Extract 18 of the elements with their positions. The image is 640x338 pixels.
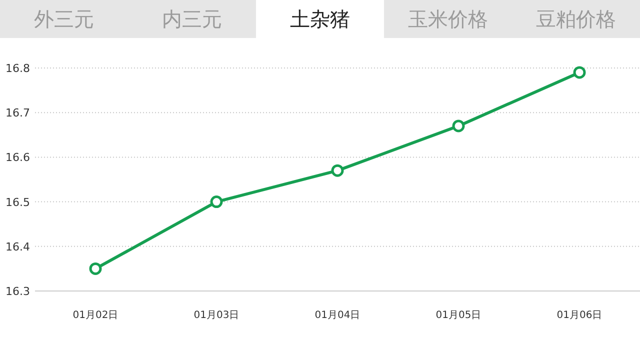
y-tick-label: 16.6	[6, 151, 30, 164]
point	[452, 120, 465, 132]
y-tick-label: 16.7	[6, 106, 30, 120]
x-tick-label: 01月03日	[194, 310, 240, 321]
y-tick-label: 16.4	[6, 240, 30, 254]
point	[89, 262, 102, 275]
point	[210, 196, 223, 208]
y-tick-label: 16.8	[6, 62, 30, 75]
x-tick-label: 01月02日	[72, 310, 118, 321]
y-tick-label: 16.3	[6, 285, 30, 298]
point	[573, 66, 586, 79]
chart-title: 土杂猪	[290, 7, 350, 31]
x-tick-label: 01月04日	[314, 310, 360, 321]
x-tick-label: 01月06日	[556, 310, 602, 321]
tabs: 外三元 内三元 土杂猪 玉米价格 豆粕价格	[0, 0, 640, 38]
y-tick-label: 16.5	[6, 196, 30, 209]
x-tick-label: 01月05日	[436, 310, 482, 321]
point	[331, 164, 344, 177]
